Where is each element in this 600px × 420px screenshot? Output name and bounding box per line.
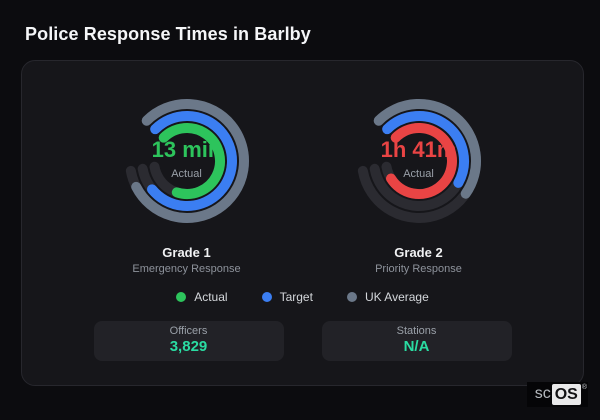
gauge-title: Grade 1 [162, 245, 211, 260]
gauge-actual-caption: Actual [171, 167, 202, 180]
registered-trademark-icon: ® [581, 384, 587, 391]
legend-dot-uk-average-icon [346, 292, 357, 302]
gauge-grade-2: 1h 41m Actual Grade 2 Priority Response [343, 85, 495, 275]
stat-label: Officers [169, 325, 208, 338]
gauge-rings-grade-2: 1h 41m Actual [343, 85, 495, 237]
stats-row: Officers 3,829 Stations N/A [22, 321, 583, 361]
legend-label: Target [279, 290, 313, 304]
gauge-title: Grade 2 [394, 245, 443, 260]
legend-item-actual: Actual [176, 290, 228, 304]
watermark-brand: OS [551, 384, 581, 405]
gauge-value-rings [373, 98, 481, 199]
chart-legend: Actual Target UK Average [22, 290, 583, 304]
gauge-subtitle: Emergency Response [132, 263, 241, 275]
legend-item-uk-average: UK Average [346, 290, 429, 304]
gauge-grade-1: 13 min Actual Grade 1 Emergency Response [111, 85, 263, 275]
legend-label: Actual [194, 290, 228, 304]
legend-label: UK Average [364, 290, 429, 304]
gauge-actual-caption: Actual [403, 167, 434, 180]
gauges-row: 13 min Actual Grade 1 Emergency Response… [22, 85, 583, 275]
response-times-card: 13 min Actual Grade 1 Emergency Response… [21, 60, 584, 386]
legend-dot-actual-icon [176, 292, 187, 302]
page-title: Police Response Times in Barlby [25, 24, 311, 44]
gauge-rings-grade-1: 13 min Actual [111, 85, 263, 237]
stat-label: Stations [396, 325, 437, 338]
legend-dot-target-icon [261, 292, 272, 302]
stat-box-stations: Stations N/A [321, 321, 512, 361]
watermark-prefix: sc [534, 385, 551, 402]
stat-value: N/A [403, 338, 430, 356]
stat-box-officers: Officers 3,829 [93, 321, 284, 361]
stat-value: 3,829 [169, 338, 208, 356]
gauge-value-rings [130, 99, 249, 223]
scos-watermark-logo: sc OS ® [526, 382, 588, 407]
gauge-subtitle: Priority Response [375, 263, 462, 275]
legend-item-target: Target [261, 290, 313, 304]
